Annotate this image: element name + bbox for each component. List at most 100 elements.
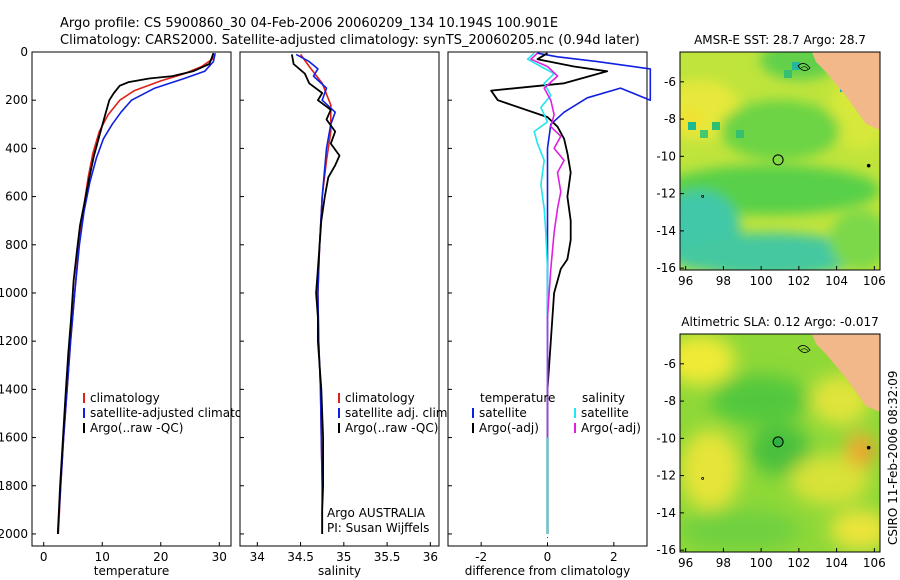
header-line2: Climatology: CARS2000. Satellite-adjuste…	[60, 33, 640, 48]
temperature-panel-ytick-label: 1800	[0, 479, 28, 493]
argo-position-marker	[772, 436, 784, 448]
sla-map-ytick-label: -14	[656, 506, 676, 520]
temperature-panel-ytick-label: 1000	[0, 286, 28, 300]
sst-map-xtick-label: 106	[863, 274, 886, 288]
sst-map-xtick-label: 102	[787, 274, 810, 288]
temperature-panel-xtick-label: 30	[212, 550, 227, 564]
series-line-salinity-satellite	[526, 52, 555, 534]
salinity-legend-0-label: climatology	[345, 391, 415, 405]
temperature-panel-ytick-label: 1200	[0, 334, 28, 348]
island-marker-small	[701, 195, 705, 198]
salinity-panel-xtick-label: 35.5	[374, 550, 401, 564]
sla-map-xtick-label: 102	[787, 556, 810, 570]
sla-map-xtick-label: 100	[750, 556, 773, 570]
salinity-legend-1-label: satellite adj. clim.	[345, 406, 451, 420]
salinity-panel-xtick-label: 35	[336, 550, 351, 564]
difference-panel-xtick-label: 2	[610, 550, 618, 564]
sst-map-frame	[679, 51, 881, 271]
sla-map-xtick-label: 96	[678, 556, 693, 570]
sla-map-xtick-label: 98	[716, 556, 731, 570]
sst-map-xtick-label: 100	[750, 274, 773, 288]
salinity-panel-xtick-label: 34	[250, 550, 265, 564]
series-line-satellite	[295, 53, 336, 534]
sla-map-xtick-label: 106	[863, 556, 886, 570]
sla-map-ytick-label: -6	[664, 357, 676, 371]
difference-panel-series	[490, 52, 652, 534]
sla-map-xtick-label: 104	[825, 556, 848, 570]
header-line1: Argo profile: CS 5900860_30 04-Feb-2006 …	[60, 16, 558, 31]
difference-panel-xtick-label: 0	[544, 550, 552, 564]
temperature-panel-ytick-label: 400	[5, 141, 28, 155]
sst-map-xtick-label: 104	[825, 274, 848, 288]
temperature-panel-frame	[31, 51, 232, 547]
sst-map-xtick-label: 98	[716, 274, 731, 288]
temperature-panel-ytick-label: 600	[5, 190, 28, 204]
temperature-panel-ytick-label: 1600	[0, 431, 28, 445]
sst-map-ytick-label: -16	[656, 261, 676, 275]
island-marker	[866, 445, 871, 450]
salinity-panel-xtick-label: 36	[423, 550, 438, 564]
temperature-panel-ytick-label: 800	[5, 238, 28, 252]
island-marker	[866, 163, 871, 168]
salinity-panel: 34 34.5 35 35.5 36 salinity climatologysatelli…	[239, 51, 451, 578]
series-line-argo	[291, 54, 341, 534]
sla-map-ytick-label: -8	[664, 394, 676, 408]
sst-map-ytick-label: -12	[656, 187, 676, 201]
diff-legend-temp-satellite-label: satellite	[479, 406, 527, 420]
footer-stamp: CSIRO 11-Feb-2006 08:32:09	[886, 370, 900, 545]
temperature-legend-2-label: Argo(..raw -QC)	[90, 421, 183, 435]
salinity-panel-series	[291, 53, 341, 534]
temperature-panel-ytick-label: 0	[20, 45, 28, 59]
diff-legend-sal-argo-label: Argo(-adj)	[581, 421, 641, 435]
argo-annotation-0: Argo AUSTRALIA	[327, 506, 426, 520]
argo-annotation-1: PI: Susan Wijffels	[327, 521, 429, 535]
sla-map	[680, 334, 880, 552]
temperature-panel-ytick-label: 1400	[0, 382, 28, 396]
sst-map-axes: AMSR-E SST: 28.7 Argo: 28.7 96 98 100 102 104…	[656, 33, 885, 288]
diff-legend-temp-argo-label: Argo(-adj)	[479, 421, 539, 435]
temperature-panel: 0 10 20 30 0 200 400 600 800 1000 1200 1400 1600 1800…	[0, 45, 268, 578]
temperature-panel-ytick-label: 200	[5, 93, 28, 107]
sla-map-ytick-label: -12	[656, 469, 676, 483]
temperature-panel-xtick-label: 0	[40, 550, 48, 564]
sst-map-ytick-label: -6	[664, 75, 676, 89]
sst-map-ytick-label: -14	[656, 224, 676, 238]
temperature-panel-xtick-label: 10	[95, 550, 110, 564]
sst-map-title: AMSR-E SST: 28.7 Argo: 28.7	[694, 33, 866, 47]
sla-map-axes: Altimetric SLA: 0.12 Argo: -0.017 96 98 100…	[656, 315, 885, 570]
salinity-panel-xlabel: salinity	[318, 564, 361, 578]
temperature-legend-1-label: satellite-adjusted climatology	[90, 406, 268, 420]
temperature-panel-xlabel: temperature	[94, 564, 169, 578]
temperature-panel-xtick-label: 20	[153, 550, 168, 564]
salinity-legend-2-label: Argo(..raw -QC)	[345, 421, 438, 435]
salinity-panel-xtick-label: 34.5	[287, 550, 314, 564]
argo-position-marker	[772, 154, 784, 166]
sla-map-frame	[679, 333, 881, 553]
series-line-temperature-argo-adj-	[490, 52, 609, 534]
difference-panel-xtick-label: -2	[475, 550, 487, 564]
series-line-argo	[56, 52, 215, 535]
sla-map-title: Altimetric SLA: 0.12 Argo: -0.017	[681, 315, 878, 329]
sla-map-ytick-label: -10	[656, 431, 676, 445]
island-marker-small	[701, 477, 705, 480]
sst-map	[680, 52, 880, 270]
series-line-salinity-argo-adj-	[530, 52, 565, 438]
sst-map-ytick-label: -8	[664, 112, 676, 126]
temperature-panel-series	[56, 52, 216, 535]
legend-header-temperature: temperature	[480, 391, 555, 405]
difference-panel-xlabel: difference from climatology	[465, 564, 631, 578]
salinity-panel-frame	[239, 51, 440, 547]
sst-map-xtick-label: 96	[678, 274, 693, 288]
temperature-panel-ytick-label: 2000	[0, 527, 28, 541]
difference-legend: temperature salinitysatelliteArgo(-adj)sa…	[472, 391, 641, 435]
series-line-satellite	[57, 53, 216, 535]
temperature-legend-0-label: climatology	[90, 391, 160, 405]
legend-header-salinity: salinity	[582, 391, 625, 405]
sst-map-ytick-label: -10	[656, 149, 676, 163]
sla-map-ytick-label: -16	[656, 543, 676, 557]
